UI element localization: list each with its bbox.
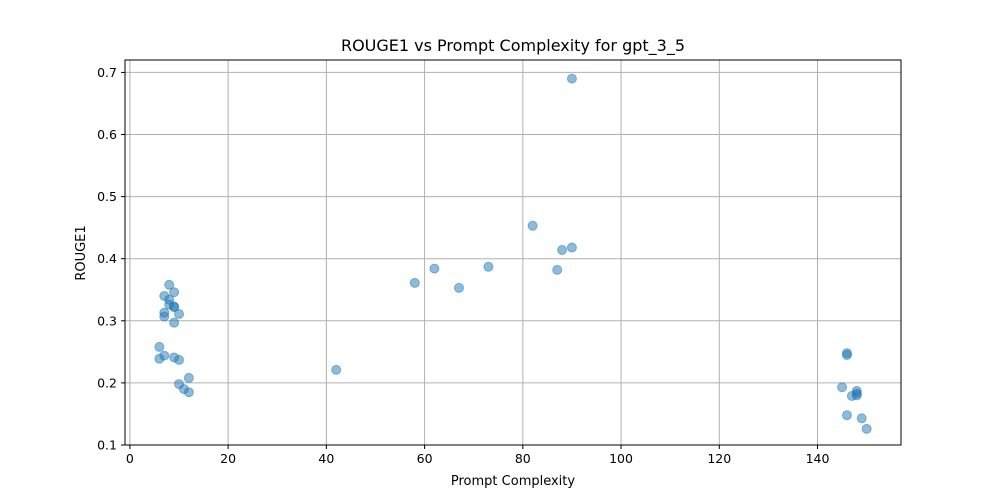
data-point: [154, 341, 165, 352]
y-tick-label: 0.3: [97, 313, 117, 328]
data-point: [164, 279, 175, 290]
y-axis-label: ROUGE1: [74, 225, 89, 280]
x-tick-label: 80: [515, 451, 531, 466]
data-point: [841, 410, 852, 421]
data-point: [409, 277, 420, 288]
data-point: [566, 73, 577, 84]
chart-title: ROUGE1 vs Prompt Complexity for gpt_3_5: [341, 36, 685, 56]
data-point: [331, 364, 342, 375]
data-point: [861, 423, 872, 434]
data-point: [159, 311, 170, 322]
y-tick-label: 0.5: [97, 189, 117, 204]
data-point: [169, 317, 180, 328]
data-point: [159, 350, 170, 361]
data-points: [154, 73, 872, 434]
x-tick-label: 60: [417, 451, 433, 466]
data-point: [169, 287, 180, 298]
y-tick-label: 0.1: [97, 438, 117, 453]
data-point: [851, 390, 862, 401]
data-point: [527, 220, 538, 231]
data-point: [557, 245, 568, 256]
data-point: [483, 261, 494, 272]
axis-ticks: 0 20 40 60 80 100 120 140 0.1 0.2 0.3 0.4 0.5 0.6 0.7: [97, 65, 829, 466]
y-tick-label: 0.7: [97, 65, 117, 80]
data-point: [856, 413, 867, 424]
x-tick-label: 100: [609, 451, 633, 466]
data-point: [174, 308, 185, 319]
data-point: [566, 242, 577, 253]
x-tick-label: 0: [126, 451, 134, 466]
data-point: [552, 264, 563, 275]
y-tick-label: 0.4: [97, 251, 117, 266]
data-point: [183, 372, 194, 383]
grid-lines: [125, 60, 901, 446]
data-point: [837, 382, 848, 393]
y-tick-label: 0.2: [97, 375, 117, 390]
plot-frame: [124, 59, 902, 446]
x-tick-label: 140: [806, 451, 830, 466]
data-point: [174, 354, 185, 365]
data-point: [429, 263, 440, 274]
x-tick-label: 40: [318, 451, 334, 466]
data-point: [183, 387, 194, 398]
x-tick-label: 120: [707, 451, 731, 466]
x-axis-label: Prompt Complexity: [451, 474, 575, 489]
data-point: [169, 302, 180, 313]
data-point: [453, 282, 464, 293]
plot-area: [125, 60, 901, 445]
x-tick-label: 20: [220, 451, 236, 466]
data-point: [841, 349, 852, 360]
y-tick-label: 0.6: [97, 127, 117, 142]
